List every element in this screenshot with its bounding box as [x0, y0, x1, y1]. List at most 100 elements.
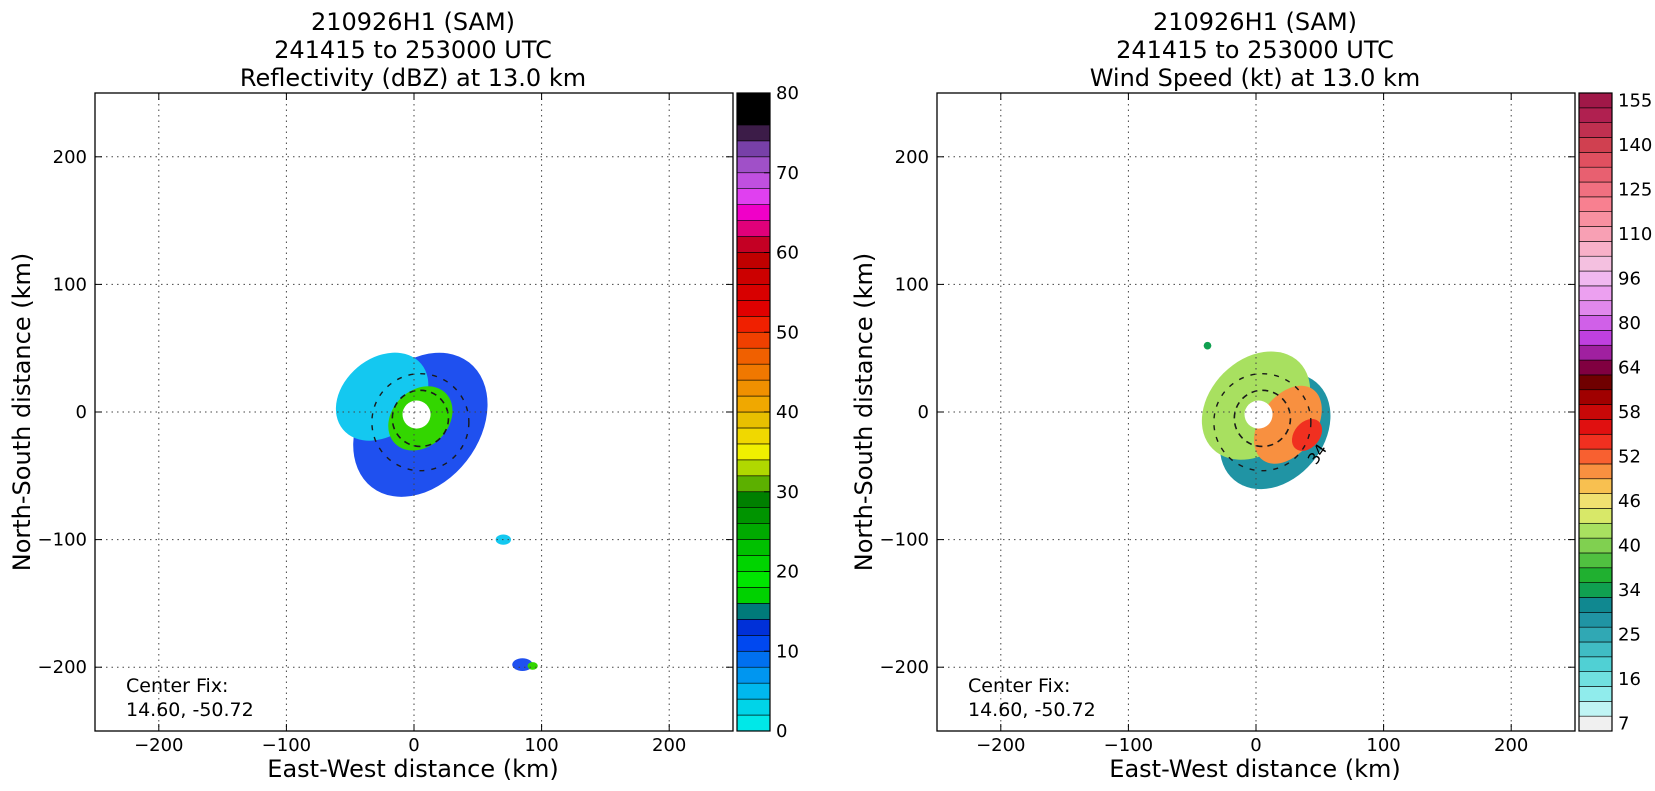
x-axis-label: East-West distance (km)	[267, 755, 558, 783]
x-tick-label: −200	[134, 735, 183, 756]
colorbar-segment	[736, 92, 771, 110]
colorbar-segment	[1578, 196, 1613, 212]
colorbar-tick-label: 52	[1618, 447, 1641, 468]
colorbar-segment	[736, 204, 771, 221]
x-tick-label: 200	[652, 735, 686, 756]
x-tick-label: −200	[976, 735, 1025, 756]
y-tick-label: −200	[38, 657, 87, 678]
colorbar-segment	[736, 395, 771, 413]
colorbar-segment	[1578, 478, 1613, 494]
title-line-2: 241415 to 253000 UTC	[1116, 36, 1394, 64]
colorbar-segment	[736, 363, 771, 381]
y-tick-label: −200	[880, 657, 929, 678]
colorbar-segment	[736, 172, 771, 189]
colorbar-segment	[1578, 626, 1613, 643]
storm-field-patch	[1291, 419, 1323, 451]
colorbar-segment	[1578, 671, 1613, 687]
x-tick-label: 100	[524, 735, 558, 756]
colorbar-segment	[736, 140, 771, 158]
colorbar: 0 10 20 30 40 50 60 70 80	[736, 83, 799, 742]
colorbar-segment	[736, 331, 771, 349]
colorbar-tick-label: 0	[776, 721, 787, 742]
colorbar-tick-label: 25	[1618, 625, 1641, 646]
colorbar-segment	[736, 714, 771, 732]
colorbar-tick-label: 70	[776, 163, 799, 184]
colorbar-tick-label: 60	[776, 243, 799, 264]
colorbar-tick-label: 20	[776, 562, 799, 583]
y-tick-label: 200	[53, 147, 87, 168]
colorbar-tick-label: 40	[1618, 536, 1641, 557]
colorbar-segment	[1578, 344, 1613, 361]
colorbar-segment	[736, 523, 771, 540]
colorbar-segment	[1578, 315, 1613, 331]
colorbar-segment	[736, 252, 771, 269]
plot-area: −200 −100 0 100 200 −200 −100 0 100 200	[38, 92, 734, 756]
colorbar-segment	[1578, 300, 1613, 316]
reflectivity-panel: 210926H1 (SAM) 241415 to 253000 UTC Refl…	[8, 8, 799, 783]
colorbar-segment	[1578, 270, 1613, 287]
colorbar-segment	[1578, 166, 1613, 183]
title-line-1: 210926H1 (SAM)	[311, 8, 515, 36]
center-fix-coords: 14.60, -50.72	[968, 699, 1096, 721]
colorbar-segment	[736, 587, 771, 604]
colorbar-segment	[1578, 493, 1613, 509]
colorbar-segment	[1578, 374, 1613, 391]
colorbar-segment	[1578, 597, 1613, 613]
storm-field-patch	[512, 658, 533, 672]
y-tick-label: −100	[880, 530, 929, 551]
colorbar-segment	[736, 188, 771, 205]
colorbar-segment	[736, 108, 771, 126]
colorbar-segment	[1578, 433, 1613, 450]
colorbar-segment	[1578, 612, 1613, 628]
colorbar-tick-label: 58	[1618, 402, 1641, 423]
colorbar-segment	[1578, 330, 1613, 346]
colorbar-tick-label: 50	[776, 322, 799, 343]
colorbar-tick-label: 80	[776, 83, 799, 104]
wind-barbs-ring	[1233, 389, 1292, 448]
colorbar-segment	[736, 507, 771, 524]
colorbar-segment	[736, 236, 771, 253]
colorbar-segment	[736, 379, 771, 397]
colorbar-segment	[736, 459, 771, 477]
center-fix-label: Center Fix:	[126, 675, 228, 697]
colorbar-segment	[736, 156, 771, 174]
x-tick-label: 200	[1494, 735, 1528, 756]
x-tick-label: 100	[1366, 735, 1400, 756]
colorbar-segment	[1578, 241, 1613, 257]
colorbar-segment	[736, 650, 771, 668]
colorbar-tick-label: 80	[1618, 313, 1641, 334]
colorbar-segment	[736, 555, 771, 572]
colorbar-tick-label: 110	[1618, 224, 1652, 245]
colorbar-tick-label: 46	[1618, 491, 1641, 512]
y-tick-label: 200	[895, 147, 929, 168]
colorbar-segment	[736, 539, 771, 556]
y-tick-label: −100	[38, 530, 87, 551]
x-tick-label: 0	[1250, 735, 1261, 756]
colorbar-segment	[1578, 656, 1613, 672]
colorbar-segment	[1578, 419, 1613, 435]
colorbar-segment	[1578, 463, 1613, 480]
title-line-2: 241415 to 253000 UTC	[274, 36, 552, 64]
colorbar-segment	[736, 220, 771, 237]
colorbar-segment	[736, 619, 771, 636]
colorbar-tick-label: 40	[776, 402, 799, 423]
colorbar-segment	[736, 571, 771, 588]
colorbar-segment	[1578, 152, 1613, 168]
colorbar-segment	[736, 315, 771, 333]
colorbar-segment	[1578, 107, 1613, 123]
colorbar-segment	[1578, 641, 1613, 658]
colorbar-segment	[1578, 122, 1613, 138]
colorbar-segment	[1578, 226, 1613, 242]
storm-field-patch	[1203, 341, 1212, 350]
y-tick-label: 100	[53, 274, 87, 295]
colorbar-segment	[1578, 255, 1613, 272]
colorbar-tick-label: 7	[1618, 714, 1629, 735]
storm-eye	[1244, 400, 1273, 429]
colorbar-segment	[736, 634, 771, 652]
colorbar-segment	[736, 284, 771, 301]
title-line-3: Wind Speed (kt) at 13.0 km	[1090, 64, 1421, 92]
colorbar-segment	[1578, 582, 1613, 598]
y-axis-label: North-South distance (km)	[8, 253, 36, 572]
colorbar-segment	[1578, 522, 1613, 539]
